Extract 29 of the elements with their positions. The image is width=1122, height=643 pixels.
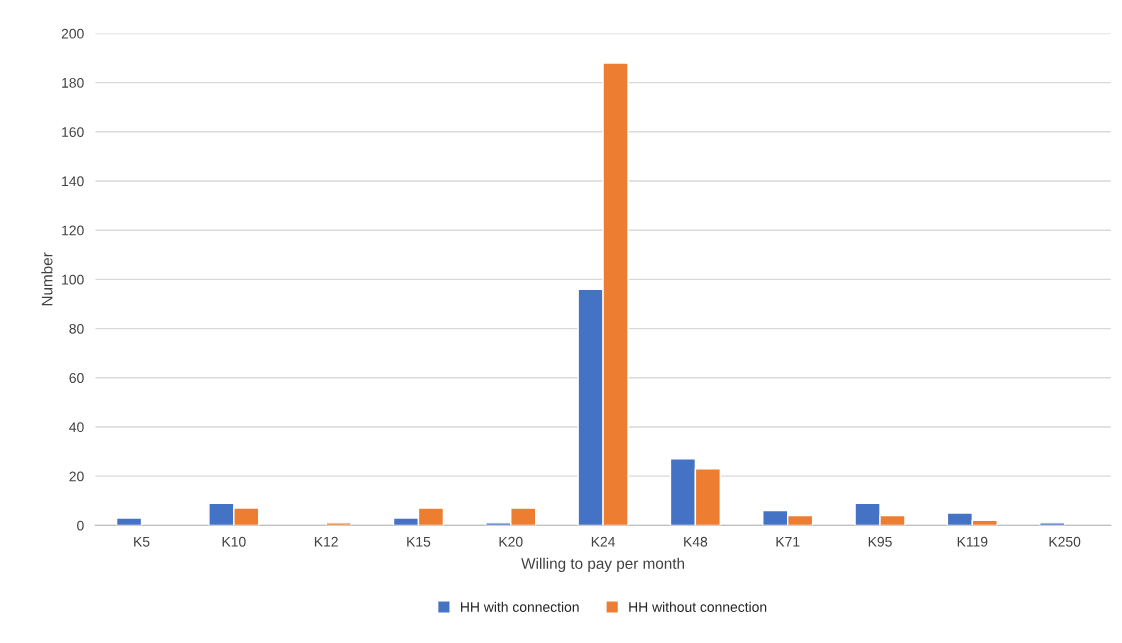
x-tick-label: K71 <box>776 536 800 547</box>
legend-label: HH with connection <box>461 601 579 612</box>
x-tick-label: K15 <box>407 536 431 547</box>
x-tick-label: K5 <box>134 536 150 547</box>
bar <box>325 522 352 526</box>
x-tick-label: K119 <box>957 536 988 547</box>
y-tick-label: 0 <box>77 520 84 531</box>
x-tick-label: K12 <box>314 536 338 547</box>
bar <box>1039 522 1066 526</box>
x-tick-label: K10 <box>222 536 246 547</box>
legend-label: HH without connection <box>629 601 767 612</box>
y-tick-label: 180 <box>62 77 84 88</box>
x-tick-label: K20 <box>499 536 523 547</box>
x-axis-title: Willing to pay per month <box>521 557 685 572</box>
y-axis-title: Number <box>41 252 53 306</box>
y-tick-label: 100 <box>62 274 84 285</box>
x-tick-label: K95 <box>868 536 892 547</box>
y-tick-label: 160 <box>62 127 84 137</box>
x-tick-label: K250 <box>1049 536 1081 547</box>
y-tick-label: 200 <box>61 28 84 39</box>
y-tick-label: 20 <box>69 471 84 482</box>
x-tick-label: K24 <box>591 536 616 547</box>
y-tick-label: 40 <box>69 422 84 433</box>
y-tick-label: 120 <box>62 225 84 236</box>
y-tick-label: 80 <box>69 323 84 334</box>
y-tick-label: 140 <box>62 176 84 187</box>
bar <box>115 517 143 526</box>
x-tick-label: K48 <box>684 536 708 547</box>
y-tick-label: 60 <box>69 373 84 383</box>
